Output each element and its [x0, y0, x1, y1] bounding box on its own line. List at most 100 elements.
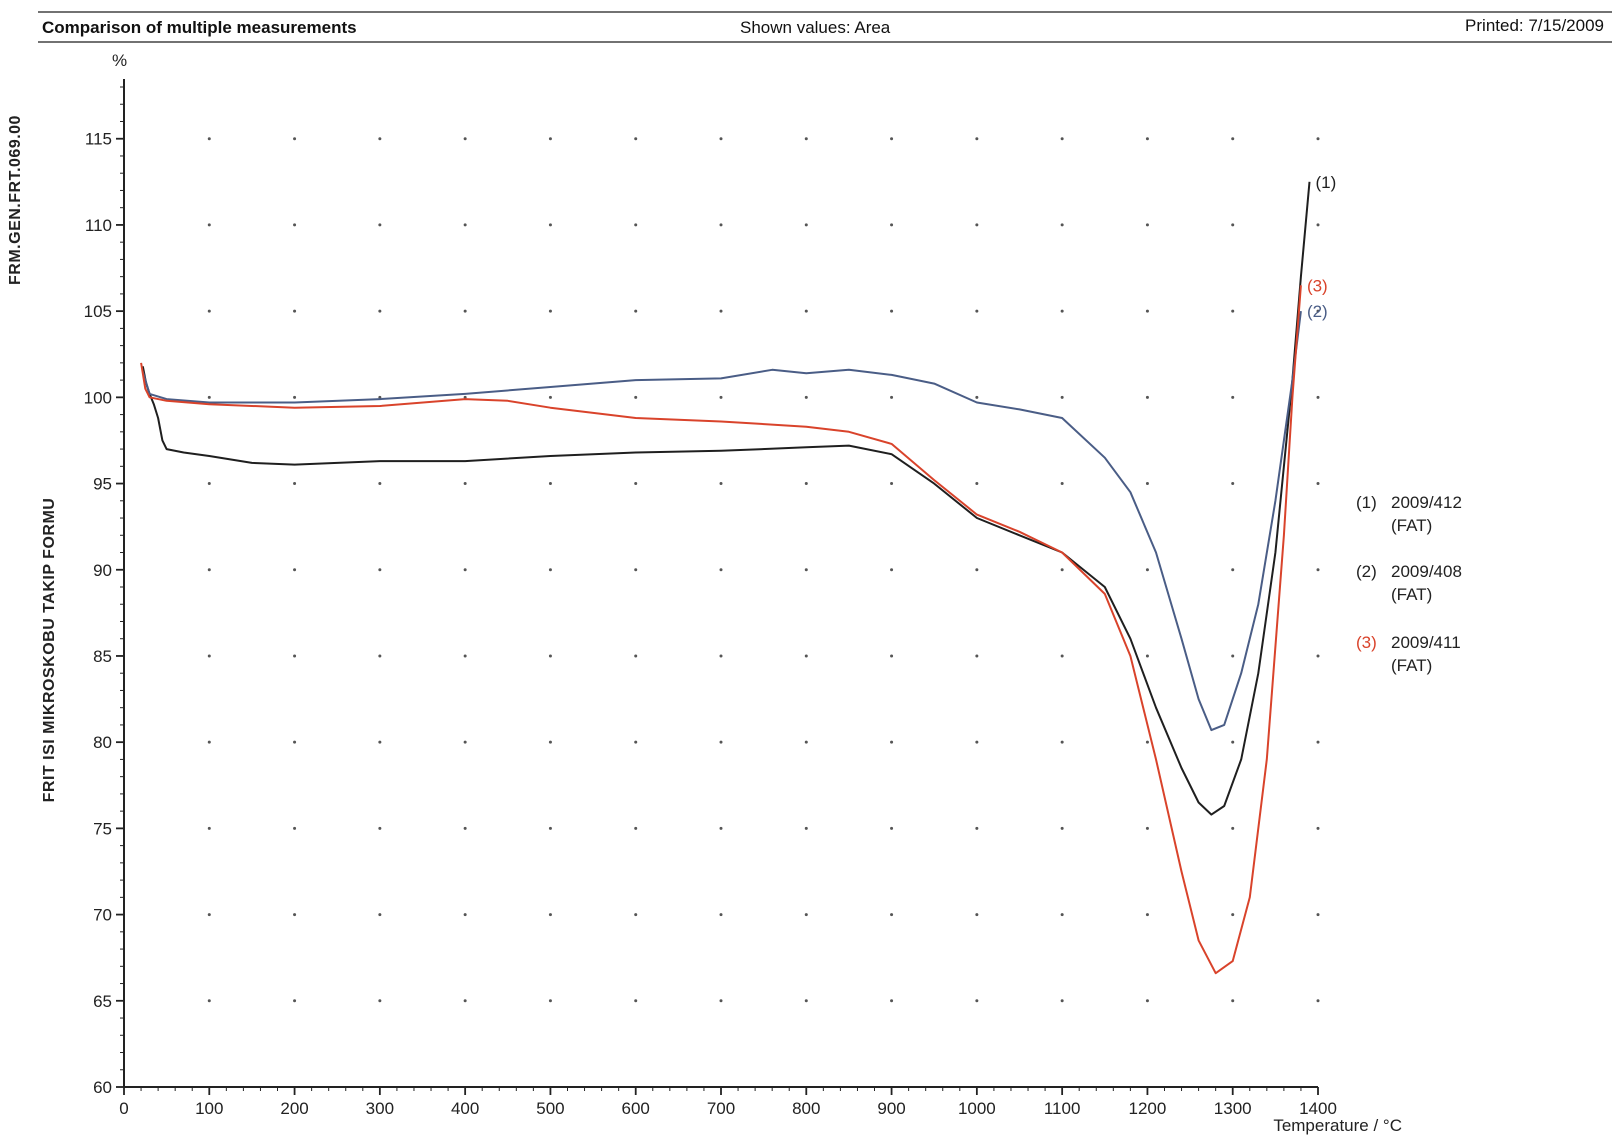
- y-tick-label: 95: [93, 475, 112, 494]
- grid-dot: [719, 740, 723, 744]
- grid-dot: [378, 826, 382, 830]
- legend-item-2-index: (2): [1356, 562, 1377, 581]
- x-tick-label: 100: [195, 1099, 223, 1118]
- legend-item-2: (2) 2009/408 (FAT): [1356, 562, 1462, 604]
- grid-dot: [548, 826, 552, 830]
- grid-dot: [378, 913, 382, 917]
- y-tick-label: 70: [93, 906, 112, 925]
- grid-dot: [1060, 740, 1064, 744]
- grid-dot: [548, 395, 552, 399]
- grid-dot: [1231, 482, 1235, 486]
- legend-item-2-type: (FAT): [1391, 585, 1432, 604]
- grid-dot: [1145, 999, 1149, 1003]
- grid-dot: [1316, 654, 1320, 658]
- x-tick-label: 0: [119, 1099, 128, 1118]
- grid-dot: [975, 137, 979, 141]
- grid-dot: [463, 913, 467, 917]
- legend-item-3-code: 2009/411: [1391, 633, 1461, 652]
- grid-dot: [293, 223, 297, 227]
- grid-dot: [207, 223, 211, 227]
- grid-dot: [548, 137, 552, 141]
- grid-dot: [804, 568, 808, 572]
- grid-dot: [975, 568, 979, 572]
- x-tick-label: 800: [792, 1099, 820, 1118]
- grid-dot: [1231, 826, 1235, 830]
- grid-dot: [804, 137, 808, 141]
- grid-dot: [1145, 913, 1149, 917]
- grid-dot: [293, 137, 297, 141]
- grid-dot: [719, 482, 723, 486]
- legend-item-1-index: (1): [1356, 493, 1377, 512]
- grid-dot: [634, 309, 638, 313]
- grid-dot: [1145, 568, 1149, 572]
- grid-dot: [804, 395, 808, 399]
- grid-dot: [463, 740, 467, 744]
- grid-dot: [548, 223, 552, 227]
- grid-dot: [890, 395, 894, 399]
- grid-dot: [378, 654, 382, 658]
- grid-dot: [1316, 395, 1320, 399]
- x-tick-label: 1200: [1129, 1099, 1167, 1118]
- y-tick-label: 80: [93, 733, 112, 752]
- x-tick-label: 700: [707, 1099, 735, 1118]
- grid-dot: [634, 654, 638, 658]
- grid-dot: [1145, 482, 1149, 486]
- grid-dot: [548, 568, 552, 572]
- grid-dot: [463, 309, 467, 313]
- grid-dot: [804, 654, 808, 658]
- x-tick-label: 1300: [1214, 1099, 1252, 1118]
- grid-dot: [975, 999, 979, 1003]
- header-title: Comparison of multiple measurements: [42, 18, 357, 37]
- grid-dot: [1060, 395, 1064, 399]
- x-tick-label: 400: [451, 1099, 479, 1118]
- grid-dot: [890, 482, 894, 486]
- grid-dot: [804, 223, 808, 227]
- series-1-end-label: (1): [1315, 173, 1336, 192]
- grid-dot: [1145, 654, 1149, 658]
- grid-dot: [1231, 568, 1235, 572]
- grid-dot: [1316, 568, 1320, 572]
- grid-dot: [293, 482, 297, 486]
- grid-dot: [293, 999, 297, 1003]
- grid-dot: [1060, 482, 1064, 486]
- legend-item-3-type: (FAT): [1391, 656, 1432, 675]
- grid-dot: [1060, 309, 1064, 313]
- grid-dot: [890, 223, 894, 227]
- grid-dot: [548, 913, 552, 917]
- form-title-label: FRIT ISI MIKROSKOBU TAKIP FORMU: [41, 498, 58, 803]
- grid-dot: [378, 137, 382, 141]
- grid-dot: [207, 568, 211, 572]
- grid-dot: [1231, 654, 1235, 658]
- series-2-end-label: (2): [1307, 302, 1328, 321]
- grid-dot: [378, 223, 382, 227]
- grid-dot: [1060, 826, 1064, 830]
- grid-dot: [207, 482, 211, 486]
- grid-dot: [548, 482, 552, 486]
- grid-dot: [1145, 740, 1149, 744]
- grid-dot: [207, 740, 211, 744]
- grid-dot: [1145, 223, 1149, 227]
- header-printed-date: Printed: 7/15/2009: [1465, 16, 1604, 35]
- series-group: [140, 181, 1311, 975]
- grid-dot: [207, 913, 211, 917]
- grid-dot: [1145, 826, 1149, 830]
- grid-dot: [975, 654, 979, 658]
- grid-dot: [1231, 223, 1235, 227]
- grid-dot: [634, 913, 638, 917]
- grid-dot: [1316, 740, 1320, 744]
- grid-dot: [719, 654, 723, 658]
- grid-dot: [719, 309, 723, 313]
- series-3-line: [140, 285, 1302, 975]
- grid-dot: [890, 137, 894, 141]
- grid-dot: [378, 568, 382, 572]
- grid-dot: [293, 826, 297, 830]
- grid-dot: [975, 740, 979, 744]
- series-end-labels: (1) (2) (3): [1307, 173, 1336, 321]
- grid-dot: [1316, 223, 1320, 227]
- grid-dot: [890, 826, 894, 830]
- x-tick-label: 600: [622, 1099, 650, 1118]
- x-tick-label: 900: [877, 1099, 905, 1118]
- y-tick-label: 60: [93, 1078, 112, 1097]
- form-code-label: FRM.GEN.FRT.069.00: [7, 115, 24, 285]
- grid-dot: [634, 223, 638, 227]
